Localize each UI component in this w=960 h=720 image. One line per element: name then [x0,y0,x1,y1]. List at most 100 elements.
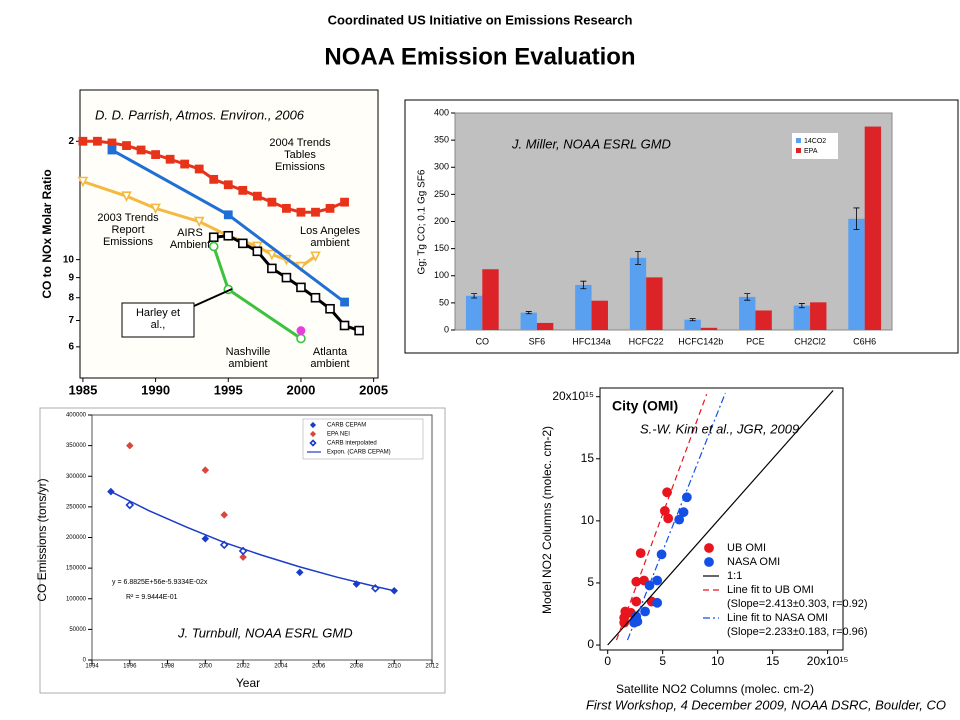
marker [310,292,321,303]
bar [575,284,592,330]
error-bar [634,250,641,265]
marker [644,580,655,591]
y-tick-label: 50000 [69,627,86,633]
marker [223,180,233,190]
x-tick-label: 1998 [161,664,175,670]
marker [208,241,219,252]
marker [296,282,306,293]
y-tick-label: 350000 [66,443,87,449]
marker [201,466,210,474]
y-tick-label: 200 [434,216,449,226]
marker [310,251,321,263]
series-label: Nashville ambient [226,346,271,370]
marker [252,246,263,257]
x-tick-label: 2006 [312,664,326,670]
y-tick-label: 10 [63,254,75,265]
bar [755,310,772,330]
marker [180,159,190,169]
series-label: 2003 Trends Report Emissions [97,212,159,248]
legend-marker [309,430,317,438]
bar [684,319,701,330]
x-tick-label: 1995 [214,382,243,397]
fit-line [615,394,708,641]
y-tick-label: 15 [581,451,595,465]
series-label: AIRS Ambient [170,227,210,251]
legend-marker [704,543,714,553]
y-tick-label: 300000 [66,474,87,480]
slide-subtitle: Coordinated US Initiative on Emissions R… [328,12,633,27]
y-tick-label: 250 [434,189,449,199]
slide-title: NOAA Emission Evaluation [324,43,635,70]
series-label: 2004 Trends Tables Emissions [269,137,331,173]
marker [339,320,350,331]
error-bar [471,293,478,299]
error-bar [744,293,751,301]
y-tick-label: 400 [434,107,449,117]
marker [126,441,134,450]
legend-label: 1:1 [727,570,742,582]
fit-line [626,392,726,641]
marker [325,203,335,213]
y-tick-label: 0 [444,324,449,334]
marker [121,191,132,202]
error-bar [798,303,805,309]
series-label: Atlanta ambient [310,346,349,370]
marker [282,203,291,213]
legend-marker [309,421,317,429]
marker [652,597,663,608]
bar [520,312,537,330]
y-tick-label: 10 [581,513,595,527]
y-tick-label: 150000 [66,566,87,572]
y-tick-label: 0 [83,658,87,664]
legend-marker [309,439,317,447]
y-axis-label: CO Emissions (tons/yr) [35,478,49,601]
x-tick-label: CH2Cl2 [794,336,826,346]
y-tick-label: 100000 [66,596,87,602]
caption: S.-W. Kim et al., JGR, 2009 [640,421,799,436]
y-tick-label: 300 [434,162,449,172]
marker [223,210,233,220]
bar [646,277,663,330]
footer: First Workshop, 4 December 2009, NOAA DS… [586,697,946,712]
marker [150,203,161,215]
marker [252,241,263,253]
x-tick-label: 2010 [388,664,402,670]
legend-box [792,133,838,159]
annotation-arrow [193,288,233,307]
legend-swatch [796,138,801,143]
marker [674,514,685,525]
marker [122,141,131,150]
marker [239,553,247,561]
legend-label: 14CO2 [804,138,826,145]
x-tick-label: SF6 [529,336,546,346]
y-tick-label: 5 [587,575,594,589]
marker [635,548,646,559]
error-bar [525,311,532,315]
marker [663,513,674,524]
y-tick-label: 100 [434,270,449,280]
marker [267,263,277,274]
y-tick-label: 8 [68,292,74,303]
x-tick-label: HCFC142b [678,336,723,346]
marker [640,606,650,617]
marker [340,197,349,207]
x-tick-label: 2002 [236,664,250,670]
y-tick-label: 200000 [66,535,87,541]
marker [325,303,335,314]
x-tick-label: 1994 [85,664,99,670]
marker [267,197,277,207]
marker [223,230,234,241]
x-tick-label: 2012 [425,664,439,670]
bar [629,257,647,330]
y-tick-label: 400000 [66,413,87,419]
legend-label: Line fit to NASA OMI [727,612,828,624]
x-tick-label: 2000 [199,664,213,670]
legend-label: NASA OMI [727,556,780,568]
fit-line [110,490,395,592]
bar [536,322,554,330]
legend-label: Expon. (CARB CEPAM) [327,450,391,456]
marker [296,568,304,577]
y-tick-label: 6 [68,342,74,353]
error-bar [853,207,860,231]
